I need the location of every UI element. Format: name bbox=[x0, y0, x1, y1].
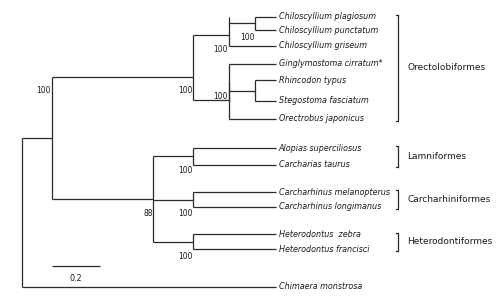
Text: Orectolobiformes: Orectolobiformes bbox=[407, 63, 485, 72]
Text: Stegostoma fasciatum: Stegostoma fasciatum bbox=[278, 96, 368, 106]
Text: 100: 100 bbox=[240, 33, 254, 42]
Text: Heterodontus francisci: Heterodontus francisci bbox=[278, 245, 369, 254]
Text: Carcharhiniformes: Carcharhiniformes bbox=[407, 195, 490, 204]
Text: Alopias superciliosus: Alopias superciliosus bbox=[278, 144, 362, 152]
Text: Chimaera monstrosa: Chimaera monstrosa bbox=[278, 282, 362, 291]
Text: Chiloscyllium punctatum: Chiloscyllium punctatum bbox=[278, 26, 378, 35]
Text: Chiloscyllium plagiosum: Chiloscyllium plagiosum bbox=[278, 12, 376, 21]
Text: Carcharias taurus: Carcharias taurus bbox=[278, 160, 349, 169]
Text: 0.2: 0.2 bbox=[70, 274, 82, 283]
Text: Heterodontus  zebra: Heterodontus zebra bbox=[278, 230, 360, 239]
Text: Rhincodon typus: Rhincodon typus bbox=[278, 76, 345, 85]
Text: Orectrobus japonicus: Orectrobus japonicus bbox=[278, 114, 364, 123]
Text: Lamniformes: Lamniformes bbox=[407, 152, 466, 161]
Text: 100: 100 bbox=[36, 87, 51, 95]
Text: Carcharhinus melanopterus: Carcharhinus melanopterus bbox=[278, 188, 390, 197]
Text: Chiloscyllium griseum: Chiloscyllium griseum bbox=[278, 41, 366, 50]
Text: 88: 88 bbox=[143, 209, 152, 218]
Text: 100: 100 bbox=[178, 87, 192, 95]
Text: 100: 100 bbox=[178, 210, 192, 218]
Text: 100: 100 bbox=[214, 45, 228, 53]
Text: Carcharhinus longimanus: Carcharhinus longimanus bbox=[278, 203, 381, 211]
Text: 100: 100 bbox=[178, 166, 192, 175]
Text: Heterodontiformes: Heterodontiformes bbox=[407, 237, 492, 246]
Text: 100: 100 bbox=[214, 92, 228, 101]
Text: Ginglymostoma cirratum*: Ginglymostoma cirratum* bbox=[278, 59, 382, 68]
Text: 100: 100 bbox=[178, 252, 192, 261]
